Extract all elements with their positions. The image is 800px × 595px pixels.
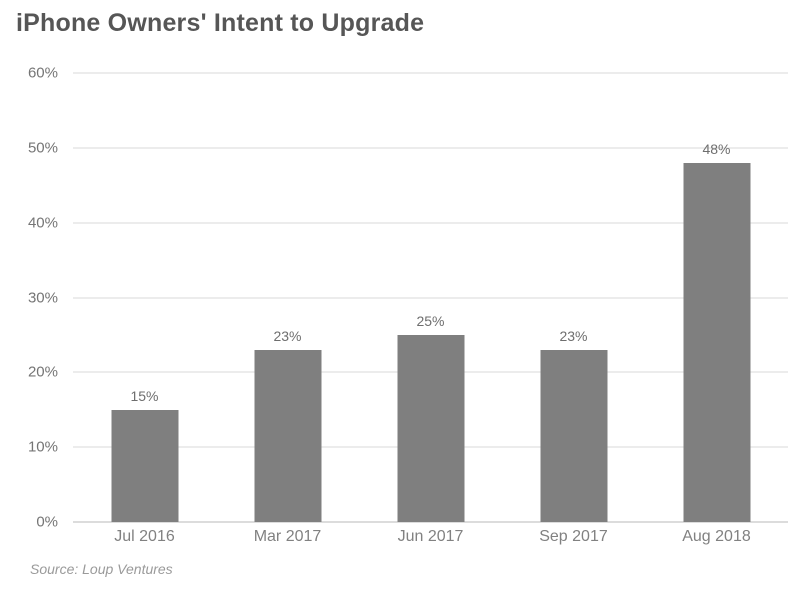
bar-value-label: 23% (273, 327, 302, 344)
x-axis-category-label: Jul 2016 (114, 528, 175, 545)
bar-jul-2016: 15% (111, 388, 178, 522)
y-axis-tick-label: 60% (27, 64, 58, 82)
bar-value-label: 48% (702, 140, 731, 157)
x-axis-line (73, 521, 788, 523)
bar-slot: 23% (502, 73, 645, 522)
bar-mar-2017: 23% (254, 328, 321, 522)
y-axis-tick-label: 10% (27, 438, 58, 456)
bar-slot: 15% (73, 73, 216, 522)
y-axis-tick-label: 0% (36, 513, 58, 531)
bar-slot: 23% (216, 73, 359, 522)
x-axis-category-label: Sep 2017 (539, 528, 608, 545)
bar-slot: 25% (359, 73, 502, 522)
plot-area: 15% 23% 25% 23% 48% (73, 72, 788, 523)
chart-title: iPhone Owners' Intent to Upgrade (16, 9, 425, 37)
bar-value-label: 25% (416, 312, 445, 329)
x-axis-category-label: Aug 2018 (682, 528, 751, 545)
y-axis-tick-label: 50% (27, 139, 58, 157)
y-axis-tick-label: 30% (27, 289, 58, 306)
x-axis-category-label: Jun 2017 (397, 528, 464, 545)
x-axis-labels: Jul 2016 Mar 2017 Jun 2017 Sep 2017 Aug 2018 (73, 528, 788, 546)
bar-value-label: 15% (130, 387, 159, 404)
y-axis-tick-label: 40% (27, 214, 58, 232)
y-axis-tick-label: 20% (27, 363, 58, 381)
bar-value-label: 23% (559, 327, 588, 344)
bar-jun-2017: 25% (397, 313, 464, 522)
source-note: Source: Loup Ventures (30, 561, 173, 577)
bar-aug-2018: 48% (683, 141, 750, 522)
x-axis-category-label: Mar 2017 (253, 528, 322, 545)
y-axis-labels: 0% 10% 20% 30% 40% 50% 60% (0, 65, 58, 531)
bar-sep-2017: 23% (540, 328, 607, 522)
gridline (73, 147, 788, 149)
bar-slot: 48% (645, 73, 788, 522)
gridline (73, 222, 788, 224)
gridline (73, 297, 788, 298)
gridline (73, 72, 788, 74)
bars-layer: 15% 23% 25% 23% 48% (73, 73, 788, 522)
